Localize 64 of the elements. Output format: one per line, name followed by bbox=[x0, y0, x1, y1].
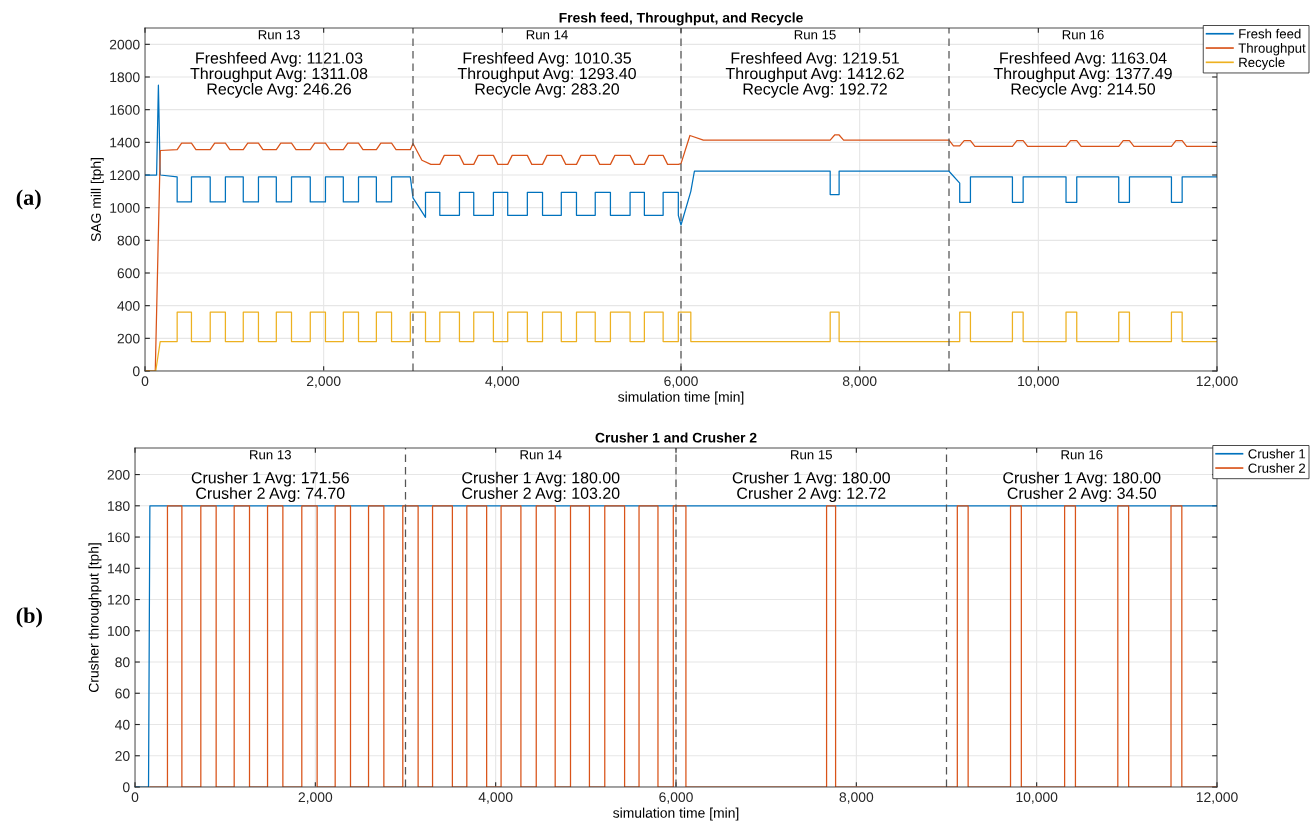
y-tick-label: 0 bbox=[122, 782, 130, 793]
legend-label: Crusher 1 bbox=[1248, 448, 1306, 459]
y-tick-label: 80 bbox=[115, 657, 130, 668]
text: (a) bbox=[16, 189, 41, 210]
chart-title: Fresh feed, Throughput, and Recycle bbox=[559, 12, 803, 26]
y-tick-label: 180 bbox=[108, 501, 130, 511]
annotation: Freshfeed Avg: 1163.04 Throughput Avg: 1377.49 Recycle Avg: 214.50 bbox=[993, 52, 1172, 98]
y-tick-label: 1400 bbox=[110, 137, 140, 148]
x-tick-label: 2,000 bbox=[298, 792, 333, 804]
annotation: Run 15 bbox=[794, 30, 836, 40]
legend-label: Recycle bbox=[1239, 57, 1285, 70]
annotation: Freshfeed Avg: 1010.35 Throughput Avg: 1293.40 Recycle Avg: 283.20 bbox=[457, 52, 636, 98]
y-tick-label: 120 bbox=[108, 594, 130, 605]
annotation: Crusher 1 Avg: 171.56 Crusher 2 Avg: 74.70 bbox=[191, 471, 349, 503]
annotation: Crusher 1 Avg: 180.00 Crusher 2 Avg: 12.72 bbox=[732, 471, 890, 503]
x-tick-label: 10,000 bbox=[1018, 376, 1060, 388]
x-tick-label: 10,000 bbox=[1016, 792, 1058, 804]
x-tick-label: 4,000 bbox=[485, 376, 520, 388]
x-tick-label: 8,000 bbox=[839, 792, 874, 804]
x-tick-label: 8,000 bbox=[842, 376, 877, 388]
x-tick-label: 2,000 bbox=[306, 376, 341, 388]
x-axis-title: simulation time [min] bbox=[613, 807, 739, 821]
x-tick-label: 6,000 bbox=[659, 792, 693, 804]
y-tick-label: 160 bbox=[108, 532, 130, 543]
y-tick-label: 60 bbox=[115, 688, 130, 699]
annotation: Crusher 1 Avg: 180.00 Crusher 2 Avg: 103.20 bbox=[462, 471, 620, 503]
y-tick-label: 2000 bbox=[109, 39, 140, 50]
x-tick-label: 0 bbox=[141, 376, 149, 387]
text: (b) bbox=[16, 607, 42, 628]
y-tick-label: 1000 bbox=[110, 203, 140, 213]
y-tick-label: 800 bbox=[117, 235, 140, 246]
annotation: Run 14 bbox=[520, 450, 562, 460]
y-tick-label: 200 bbox=[107, 469, 130, 480]
annotation: Crusher 1 Avg: 180.00 Crusher 2 Avg: 34.50 bbox=[1003, 471, 1161, 503]
legend-label: Crusher 2 bbox=[1248, 463, 1306, 473]
y-tick-label: 400 bbox=[117, 301, 140, 311]
y-tick-label: 140 bbox=[108, 563, 130, 574]
x-axis-title: simulation time [min] bbox=[618, 391, 744, 405]
annotation: Run 14 bbox=[526, 30, 568, 40]
y-tick-label: 1800 bbox=[110, 72, 140, 83]
annotation: Run 13 bbox=[258, 30, 300, 40]
legend-label: Fresh feed bbox=[1239, 28, 1301, 39]
legend-label: Throughput bbox=[1238, 43, 1306, 56]
y-tick-label: 20 bbox=[115, 751, 130, 761]
annotation: Run 16 bbox=[1061, 450, 1103, 460]
x-tick-label: 12,000 bbox=[1196, 792, 1238, 804]
y-tick-label: 100 bbox=[108, 626, 130, 636]
y-axis-title: Crusher throughput [tph] bbox=[88, 543, 102, 693]
y-tick-label: 1600 bbox=[110, 105, 140, 115]
annotation: Run 13 bbox=[250, 450, 291, 460]
y-axis-title: SAG mill [tph] bbox=[90, 158, 104, 242]
x-tick-label: 6,000 bbox=[664, 376, 698, 388]
annotation: Freshfeed Avg: 1219.51 Throughput Avg: 1412.62 Recycle Avg: 192.72 bbox=[725, 52, 904, 98]
annotation: Freshfeed Avg: 1121.03 Throughput Avg: 1311.08 Recycle Avg: 246.26 bbox=[190, 52, 368, 98]
annotation: Run 16 bbox=[1062, 30, 1104, 40]
x-tick-label: 12,000 bbox=[1196, 376, 1238, 388]
y-tick-label: 1200 bbox=[110, 170, 140, 181]
y-tick-label: 200 bbox=[117, 333, 140, 344]
y-tick-label: 0 bbox=[132, 366, 140, 377]
chart-title: Crusher 1 and Crusher 2 bbox=[595, 432, 757, 443]
annotation: Run 15 bbox=[791, 450, 832, 460]
y-tick-label: 40 bbox=[115, 719, 130, 730]
x-tick-label: 4,000 bbox=[478, 792, 513, 804]
y-tick-label: 600 bbox=[117, 268, 140, 279]
